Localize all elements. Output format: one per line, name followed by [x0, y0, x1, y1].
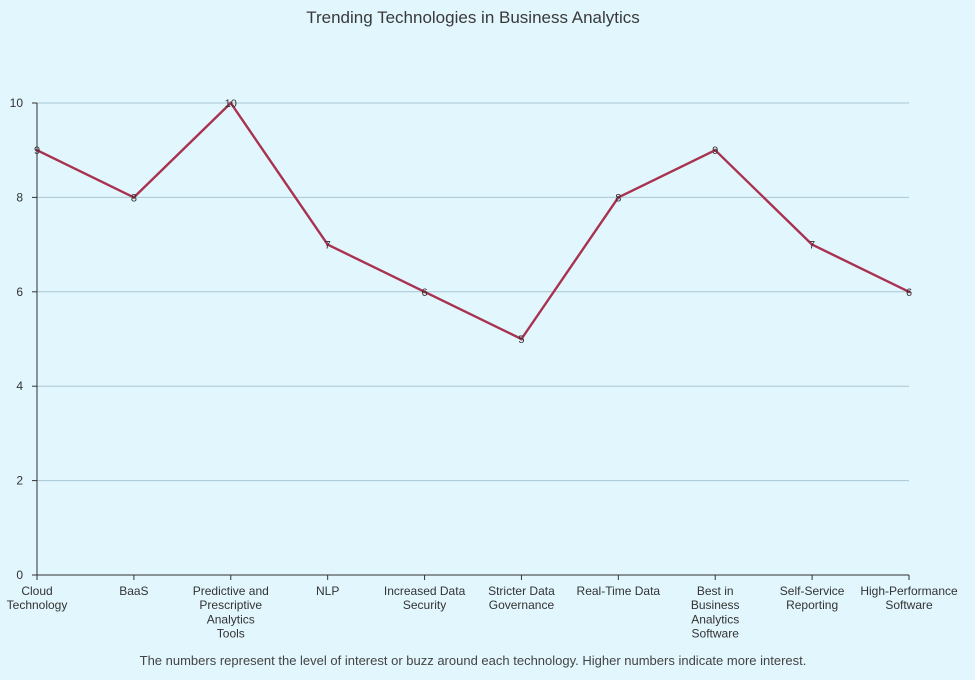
x-tick-label: High-Performance Software	[860, 584, 958, 612]
y-tick-label: 6	[16, 285, 23, 299]
data-point	[35, 148, 39, 152]
x-tick-label: NLP	[316, 584, 339, 598]
x-tick-label: Stricter Data Governance	[488, 584, 555, 612]
data-label: 10	[225, 98, 237, 110]
y-tick-label: 10	[10, 96, 24, 110]
y-tick-label: 2	[16, 474, 23, 488]
y-tick-label: 8	[16, 190, 23, 204]
data-point	[229, 101, 233, 105]
chart-caption: The numbers represent the level of inter…	[139, 653, 807, 668]
y-tick-label: 4	[16, 379, 23, 393]
data-label: 6	[421, 287, 427, 299]
y-tick-labels: 0 2 4 6 8 10	[10, 96, 24, 582]
y-tick-label: 0	[16, 568, 23, 582]
grid-lines	[37, 102, 909, 482]
data-label: 8	[615, 192, 621, 204]
x-tick-label: Increased Data Security	[384, 584, 466, 612]
data-label: 7	[325, 240, 331, 252]
x-tick-label: Cloud Technology	[7, 584, 68, 612]
chart-title: Trending Technologies in Business Analyt…	[306, 8, 640, 27]
data-label: 7	[809, 240, 815, 252]
data-point	[810, 243, 814, 247]
data-point	[132, 195, 136, 199]
x-tick-label: Real-Time Data	[577, 584, 661, 598]
data-label: 8	[131, 192, 137, 204]
x-tick-label: Predictive and Prescriptive Analytics Tools	[193, 584, 269, 641]
series-line	[35, 101, 911, 341]
data-label: 9	[712, 145, 718, 157]
data-label: 6	[906, 287, 912, 299]
data-point	[713, 148, 717, 152]
x-tick-label: Self-Service Reporting	[780, 584, 845, 612]
data-point	[326, 243, 330, 247]
axes	[32, 102, 910, 580]
data-labels: 9 8 10 7 6 5 8 9 7 6	[34, 98, 912, 346]
x-tick-label: BaaS	[119, 584, 148, 598]
series-line-layer	[35, 101, 911, 341]
data-label: 5	[518, 334, 524, 346]
x-tick-labels: Cloud Technology BaaS Predictive and Prescri…	[7, 584, 958, 641]
x-tick-label: Best in Business Analytics Software	[691, 584, 740, 641]
data-label: 9	[34, 145, 40, 157]
data-point	[423, 290, 427, 294]
data-point	[519, 337, 523, 341]
data-point	[616, 195, 620, 199]
data-point	[907, 290, 911, 294]
